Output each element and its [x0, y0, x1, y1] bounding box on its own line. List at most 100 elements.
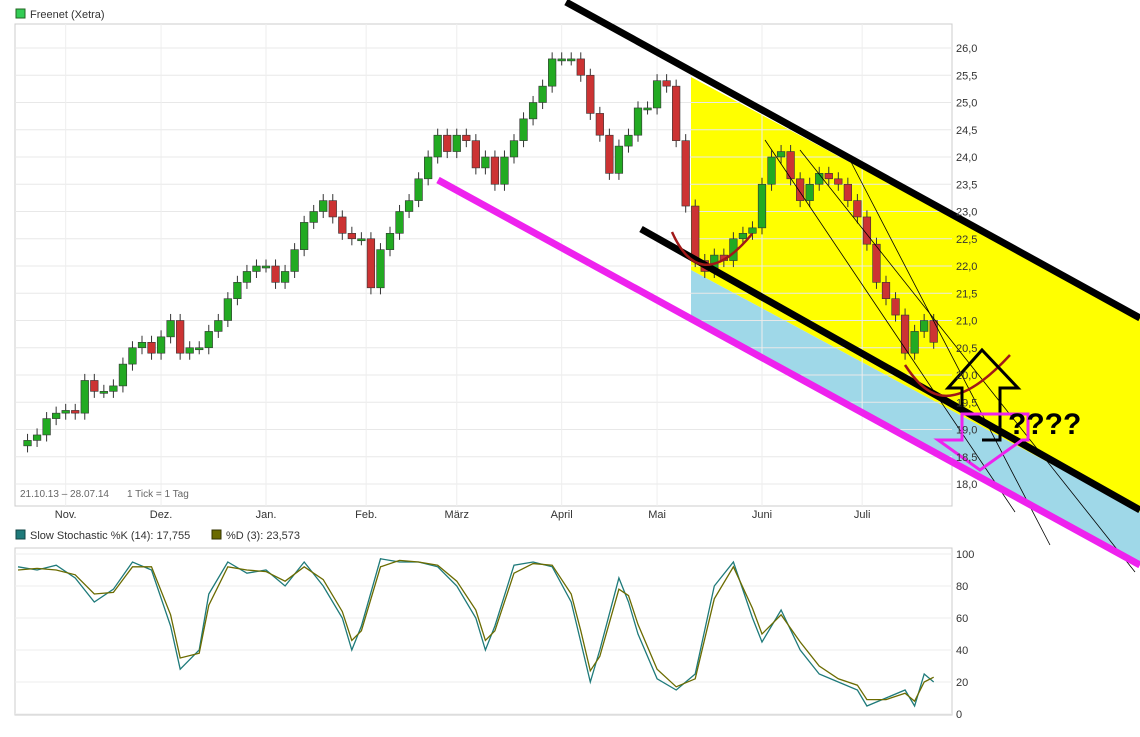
candle-body	[99, 391, 108, 394]
stochastic-axis-labels: 100 80 60 40 20 0	[956, 549, 974, 721]
price-axis-labels: 26,0 25,5 25,0 24,5 24,0 23,5 23,0 22,5 22,0 21,5…	[956, 43, 977, 491]
stochastic-panel	[14, 547, 953, 716]
date-tick-label: April	[551, 509, 573, 521]
candle-body	[605, 134, 614, 174]
candle-body	[614, 145, 624, 174]
stochastic-k-label: Slow Stochastic %K (14): 17,755	[30, 530, 190, 542]
stochastic-d-line	[17, 559, 934, 703]
candle-body	[691, 205, 700, 261]
candle-body	[519, 118, 528, 141]
stochastic-tick-label: 100	[956, 549, 974, 561]
candle-body	[61, 410, 70, 414]
candle-body	[652, 80, 662, 109]
candle-body	[872, 243, 881, 283]
stochastic-tick-label: 20	[956, 677, 968, 689]
stochastic-tick-label: 0	[956, 709, 962, 721]
candles	[23, 52, 938, 453]
candle-body	[929, 320, 938, 343]
candle-body	[204, 331, 213, 349]
candle-body	[52, 412, 61, 419]
candle-body	[414, 178, 423, 201]
candle-body	[128, 347, 137, 365]
candle-body	[776, 151, 786, 158]
stochastic-legend-swatch-d	[211, 529, 222, 540]
up-arrow	[944, 347, 1022, 442]
candle-body	[757, 183, 767, 229]
price-tick-label: 22,0	[956, 261, 977, 273]
candle-body	[920, 320, 929, 332]
candle-body	[509, 140, 519, 158]
price-tick-label: 20,5	[956, 343, 977, 355]
candle-body	[376, 249, 385, 289]
question-annotation: ????	[1008, 408, 1081, 441]
price-tick-label: 23,0	[956, 207, 977, 219]
candle-body	[643, 107, 652, 111]
candle-body	[624, 134, 633, 147]
candle-body	[42, 418, 51, 436]
stochastic-legend-swatch-k	[15, 529, 26, 540]
down-arrow	[933, 412, 1030, 472]
candle-body	[156, 336, 166, 354]
candle-body	[357, 238, 366, 242]
date-tick-label: Feb.	[355, 509, 377, 521]
candle-body	[538, 85, 547, 103]
candle-body	[834, 178, 843, 185]
candle-body	[462, 134, 471, 141]
candle-body	[796, 178, 805, 201]
date-tick-label: Jan.	[256, 509, 277, 521]
candle-body	[71, 410, 80, 414]
candle-body	[672, 85, 681, 141]
upper-trendline	[564, 0, 1140, 322]
candle-body	[595, 113, 604, 136]
candle-body	[815, 173, 824, 185]
candle-body	[271, 265, 280, 283]
stochastic-k-line	[17, 558, 935, 708]
candle-body	[862, 216, 872, 245]
arc-left	[670, 231, 753, 266]
date-axis-labels: Nov. Dez. Jan. Feb. März April Mai Juni Juli	[55, 509, 871, 521]
lower-trendline	[639, 225, 1140, 514]
stochastic-tick-label: 80	[956, 581, 968, 593]
price-tick-label: 19,0	[956, 425, 977, 437]
date-tick-label: März	[445, 509, 469, 521]
stochastic-grid	[15, 553, 952, 715]
stochastic-lines	[17, 558, 935, 708]
price-tick-label: 24,0	[956, 152, 977, 164]
price-tick-label: 26,0	[956, 43, 977, 55]
candle-body	[490, 156, 500, 185]
candle-body	[309, 211, 318, 223]
candle-body	[252, 265, 261, 272]
candle-body	[223, 298, 232, 321]
candle-body	[233, 282, 242, 300]
chart-title: Freenet (Xetra)	[30, 9, 105, 21]
interval: 1 Tick = 1 Tag	[127, 489, 189, 500]
candle-body	[576, 58, 585, 76]
channel-zone-blue	[691, 270, 1140, 565]
candle-body	[118, 363, 128, 387]
date-tick-label: Dez.	[150, 509, 173, 521]
candle-body	[853, 200, 862, 218]
candle-body	[481, 156, 490, 169]
date-range: 21.10.13 – 28.07.14	[20, 489, 109, 500]
helper-lines	[764, 139, 1136, 573]
candle-body	[528, 102, 538, 120]
candle-body	[214, 320, 223, 332]
candle-body	[404, 200, 414, 212]
candle-body	[424, 156, 433, 180]
candle-body	[290, 249, 299, 272]
candle-body	[681, 140, 690, 207]
price-tick-label: 21,0	[956, 316, 977, 328]
candle-body	[748, 227, 757, 234]
candle-body	[824, 173, 833, 180]
price-tick-label: 23,5	[956, 179, 977, 191]
candle-body	[261, 265, 271, 269]
price-tick-label: 22,5	[956, 234, 977, 246]
price-tick-label: 24,5	[956, 125, 977, 137]
candle-body	[805, 183, 814, 201]
candle-body	[338, 216, 347, 234]
candle-body	[176, 320, 185, 354]
candle-body	[557, 58, 566, 62]
price-tick-label: 18,0	[956, 479, 977, 491]
candle-body	[452, 134, 461, 152]
